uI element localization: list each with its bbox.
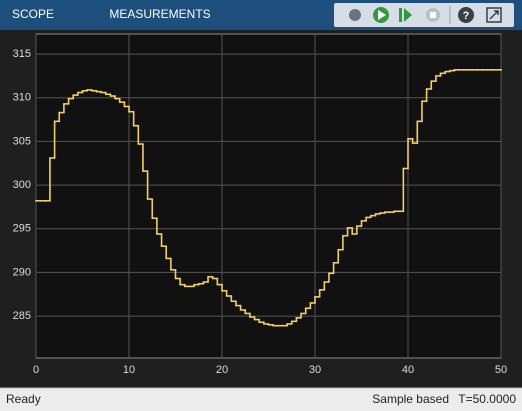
y-tick-label: 290 xyxy=(13,266,31,278)
step-button[interactable] xyxy=(399,8,412,22)
y-tick-label: 295 xyxy=(13,223,31,235)
y-tick-label: 305 xyxy=(13,135,31,147)
x-tick-label: 40 xyxy=(402,364,414,376)
scope-tab[interactable]: SCOPE xyxy=(12,7,54,21)
settings-button[interactable] xyxy=(349,9,361,21)
status-bar xyxy=(0,388,522,411)
y-tick-label: 315 xyxy=(13,48,31,60)
y-tick-label: 285 xyxy=(13,310,31,322)
plot: 0 10 20 30 40 50 285 290 295 300 305 310 315 xyxy=(13,34,507,376)
y-tick-label: 310 xyxy=(13,92,31,104)
x-tick-label: 30 xyxy=(309,364,321,376)
measurements-tab[interactable]: MEASUREMENTS xyxy=(109,7,210,21)
plot-area xyxy=(35,33,502,359)
svg-text:?: ? xyxy=(463,10,470,22)
help-button[interactable]: ? xyxy=(458,7,474,23)
y-tick-label: 300 xyxy=(13,179,31,191)
x-tick-label: 50 xyxy=(495,364,507,376)
x-tick-label: 10 xyxy=(123,364,135,376)
undock-button[interactable] xyxy=(486,7,502,23)
mode-text: Sample based xyxy=(372,392,449,406)
run-button[interactable] xyxy=(373,7,389,23)
status-text: Ready xyxy=(6,392,41,406)
x-tick-label: 0 xyxy=(33,364,39,376)
time-text: T=50.0000 xyxy=(458,392,516,406)
x-tick-label: 20 xyxy=(216,364,228,376)
stop-button[interactable] xyxy=(426,8,440,22)
